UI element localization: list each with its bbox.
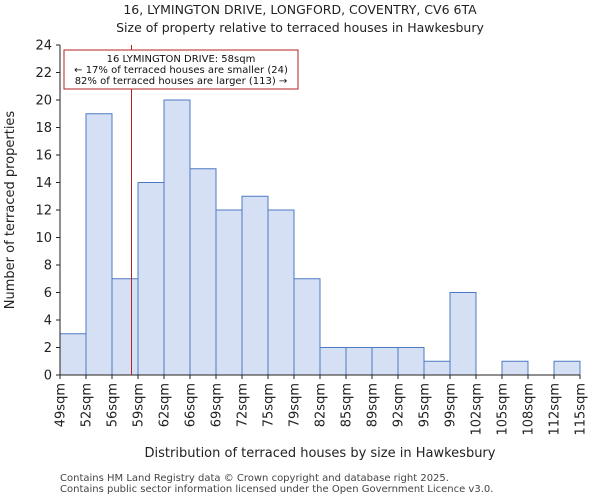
x-tick-label: 102sqm bbox=[470, 383, 485, 436]
y-tick-label: 2 bbox=[44, 341, 52, 356]
x-tick-label: 52sqm bbox=[80, 383, 95, 427]
y-tick-label: 0 bbox=[44, 369, 52, 384]
bars-group bbox=[59, 99, 581, 376]
bar-49sqm bbox=[59, 333, 87, 376]
chart-title: 16, LYMINGTON DRIVE, LONGFORD, COVENTRY,… bbox=[123, 2, 477, 17]
bar-82sqm bbox=[319, 347, 347, 376]
y-tick-label: 24 bbox=[35, 39, 52, 54]
x-tick-label: 115sqm bbox=[574, 383, 589, 436]
footer-copyright: Contains HM Land Registry data © Crown c… bbox=[60, 473, 449, 484]
y-tick-label: 6 bbox=[44, 286, 52, 301]
x-tick-label: 89sqm bbox=[366, 383, 381, 427]
bar-75sqm bbox=[267, 209, 295, 376]
annotation-frame bbox=[63, 49, 299, 90]
bar-89sqm bbox=[371, 347, 399, 376]
y-tick-label: 10 bbox=[35, 231, 52, 246]
y-tick-label: 20 bbox=[35, 94, 52, 109]
bar-56sqm bbox=[111, 278, 139, 376]
x-tick-label: 82sqm bbox=[314, 383, 329, 427]
y-tick-label: 16 bbox=[35, 149, 52, 164]
y-tick-label: 18 bbox=[35, 121, 52, 136]
x-tick-label: 62sqm bbox=[158, 383, 173, 427]
bar-69sqm bbox=[215, 209, 243, 376]
x-tick-label: 59sqm bbox=[132, 383, 147, 427]
x-ticks-group: 49sqm 52sqm 56sqm 59sqm 62sqm 66sqm 69sqm 72sqm… bbox=[54, 375, 589, 436]
x-tick-label: 66sqm bbox=[184, 383, 199, 427]
x-tick-label: 112sqm bbox=[548, 383, 563, 436]
y-axis-label: Number of terraced properties bbox=[3, 111, 18, 310]
bar-59sqm bbox=[137, 182, 165, 376]
bar-105sqm bbox=[501, 360, 529, 376]
bar-72sqm bbox=[241, 195, 269, 376]
y-tick-label: 22 bbox=[35, 66, 52, 81]
x-axis-label: Distribution of terraced houses by size … bbox=[145, 446, 496, 461]
x-tick-label: 72sqm bbox=[236, 383, 251, 427]
chart-subtitle: Size of property relative to terraced ho… bbox=[116, 20, 484, 35]
y-tick-label: 8 bbox=[44, 259, 52, 274]
bar-92sqm bbox=[397, 347, 425, 376]
x-tick-label: 85sqm bbox=[340, 383, 355, 427]
bar-95sqm bbox=[423, 360, 451, 376]
x-tick-label: 56sqm bbox=[106, 383, 121, 427]
x-tick-label: 105sqm bbox=[496, 383, 511, 436]
bar-52sqm bbox=[85, 113, 113, 376]
annotation-line-1: 16 LYMINGTON DRIVE: 58sqm bbox=[107, 54, 256, 65]
x-tick-label: 92sqm bbox=[392, 383, 407, 427]
footer-licence: Contains public sector information licen… bbox=[60, 484, 494, 495]
x-tick-label: 79sqm bbox=[288, 383, 303, 427]
y-tick-label: 14 bbox=[35, 176, 52, 191]
x-tick-label: 108sqm bbox=[522, 383, 537, 436]
x-tick-label: 95sqm bbox=[418, 383, 433, 427]
bar-85sqm bbox=[345, 347, 373, 376]
bar-62sqm bbox=[163, 99, 191, 376]
bar-66sqm bbox=[189, 168, 217, 376]
annotation-box: 16 LYMINGTON DRIVE: 58sqm ← 17% of terra… bbox=[63, 49, 299, 90]
x-tick-label: 69sqm bbox=[210, 383, 225, 427]
y-tick-label: 12 bbox=[35, 204, 52, 219]
annotation-line-3: 82% of terraced houses are larger (113) … bbox=[75, 76, 288, 87]
x-tick-label: 99sqm bbox=[444, 383, 459, 427]
y-tick-label: 4 bbox=[44, 314, 52, 329]
bar-99sqm bbox=[449, 292, 477, 376]
annotation-line-2: ← 17% of terraced houses are smaller (24… bbox=[74, 65, 288, 76]
x-tick-label: 75sqm bbox=[262, 383, 277, 427]
bar-112sqm bbox=[553, 360, 581, 376]
x-tick-label: 49sqm bbox=[54, 383, 69, 427]
bar-79sqm bbox=[293, 278, 321, 376]
